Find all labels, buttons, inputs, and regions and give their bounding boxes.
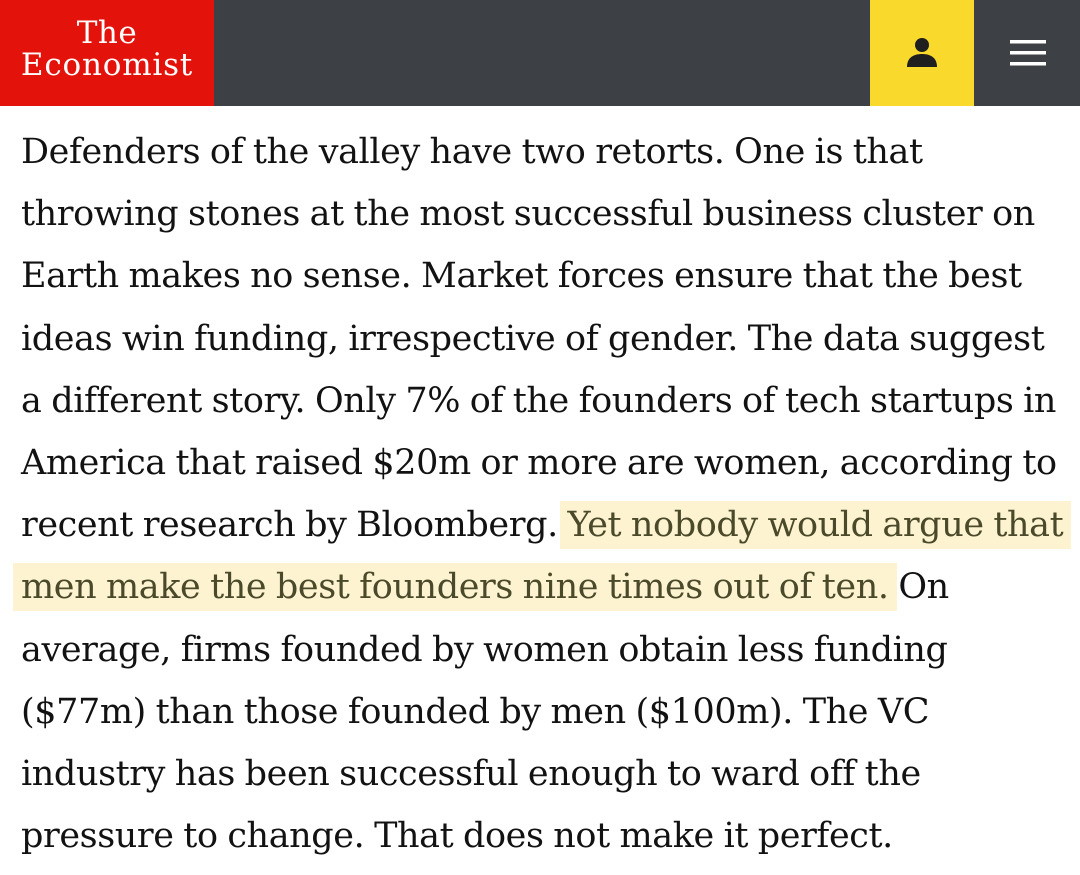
paragraph-text-end: On average, firms founded by women obtai… <box>21 567 949 857</box>
hamburger-menu-icon <box>1010 40 1046 66</box>
logo-line-1: The <box>76 15 138 51</box>
top-navigation-bar: The Economist <box>0 0 1080 106</box>
account-button[interactable] <box>870 0 974 106</box>
menu-button[interactable] <box>976 0 1080 106</box>
economist-logo[interactable]: The Economist <box>0 0 214 106</box>
logo-line-2: Economist <box>20 47 194 83</box>
article-body: Defenders of the valley have two retorts… <box>13 121 1072 867</box>
paragraph-text-start: Defenders of the valley have two retorts… <box>21 132 1057 546</box>
user-icon <box>907 38 937 67</box>
article-paragraph: Defenders of the valley have two retorts… <box>13 121 1072 867</box>
